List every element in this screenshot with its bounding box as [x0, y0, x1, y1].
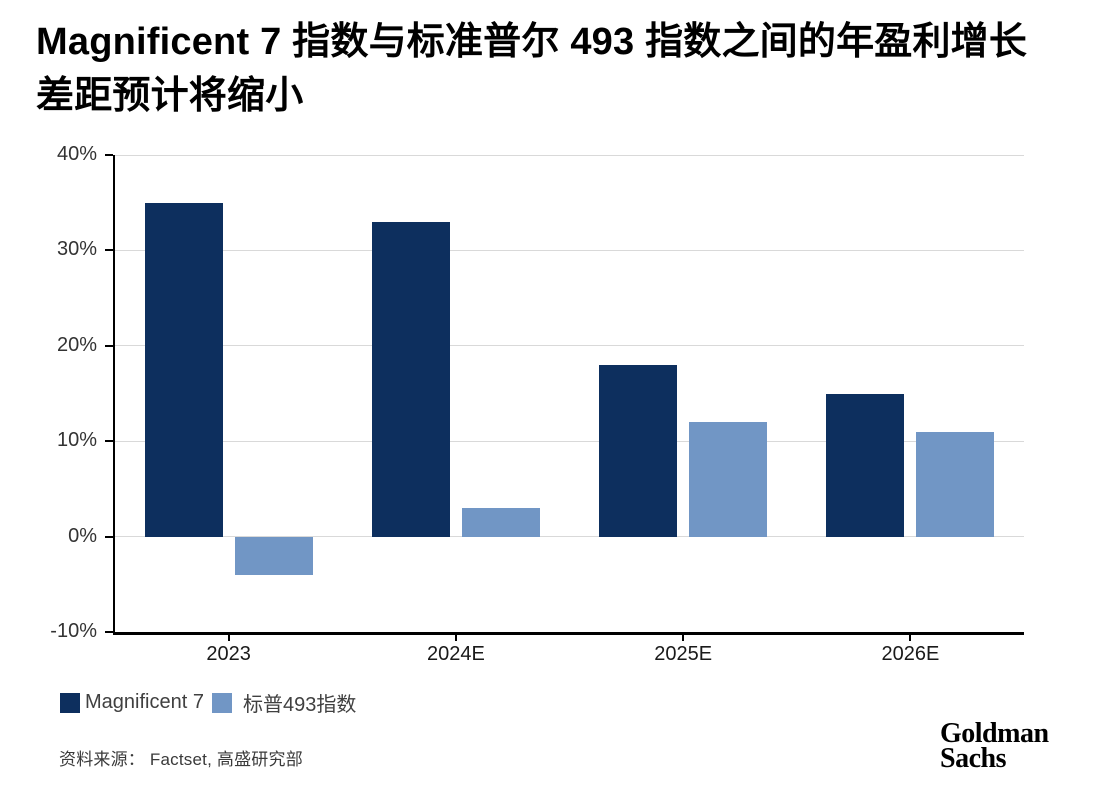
bar-2026E-series-1 — [916, 431, 995, 537]
x-axis-line — [113, 632, 1024, 635]
y-tick-20 — [105, 344, 113, 347]
bar-2025E-series-0 — [599, 364, 678, 537]
gridline-20 — [115, 345, 1024, 347]
bar-2024E-series-0 — [371, 221, 450, 537]
gridline-0 — [115, 536, 1024, 538]
goldman-sachs-logo: Goldman Sachs — [940, 718, 1049, 774]
y-tick-label-10: 10% — [56, 429, 97, 452]
y-tick-40 — [105, 154, 113, 156]
y-tick-label-0: 0% — [68, 524, 97, 547]
x-tick-2023 — [227, 635, 230, 641]
legend-item-sp493: 标普493指数 — [211, 688, 357, 717]
y-axis-line — [113, 155, 115, 635]
y-tick-0 — [105, 535, 113, 538]
plot-area: 40% 30% 20% 10% 0% -10% 2023 2024E 2025E 2026E — [50, 143, 1024, 665]
y-tick--10 — [105, 631, 113, 633]
legend-label-magnificent-7: Magnificent 7 — [85, 691, 204, 713]
legend-item-magnificent-7: Magnificent 7 — [60, 691, 204, 714]
bar-2026E-series-0 — [826, 393, 905, 537]
y-tick-10 — [105, 440, 113, 443]
bar-2023-series-0 — [144, 202, 223, 537]
goldman-sachs-logo-line-2: Sachs — [940, 742, 1006, 774]
bar-2025E-series-1 — [689, 422, 768, 537]
x-tick-label-2026E: 2026E — [881, 643, 940, 665]
gridline-10 — [115, 440, 1024, 442]
gridline-40 — [115, 155, 1024, 156]
goldman-sachs-logo-line-1: Goldman — [940, 718, 1049, 749]
bar-2024E-series-1 — [461, 507, 540, 537]
source-note: 资料来源： Factset, 高盛研究部 — [59, 750, 303, 769]
legend-label-sp493: 标普493指数 — [242, 694, 357, 716]
chart-title-line-2: 差距预计将缩小 — [36, 74, 304, 117]
chart-title: Magnificent 7 指数与标准普尔 493 指数之间的年盈利增长 差距预… — [36, 16, 1106, 124]
y-tick-label--10: -10% — [50, 620, 97, 642]
chart-title-line-1: Magnificent 7 指数与标准普尔 493 指数之间的年盈利增长 — [36, 21, 1028, 63]
gridline-30 — [115, 249, 1024, 251]
legend-swatch-magnificent-7 — [60, 692, 80, 713]
x-tick-label-2023: 2023 — [206, 643, 251, 665]
bar-2023-series-1 — [234, 536, 313, 575]
y-tick-30 — [105, 249, 113, 252]
legend-swatch-sp493 — [211, 692, 232, 713]
y-tick-label-30: 30% — [56, 238, 97, 261]
y-tick-label-40: 40% — [56, 143, 97, 165]
x-tick-2024E — [454, 635, 457, 641]
x-tick-label-2025E: 2025E — [654, 643, 713, 665]
x-tick-label-2024E: 2024E — [426, 643, 485, 665]
legend: Magnificent 7 标普493指数 — [60, 688, 356, 717]
x-tick-2025E — [682, 635, 685, 641]
y-tick-label-20: 20% — [56, 333, 97, 356]
x-tick-2026E — [909, 635, 912, 641]
